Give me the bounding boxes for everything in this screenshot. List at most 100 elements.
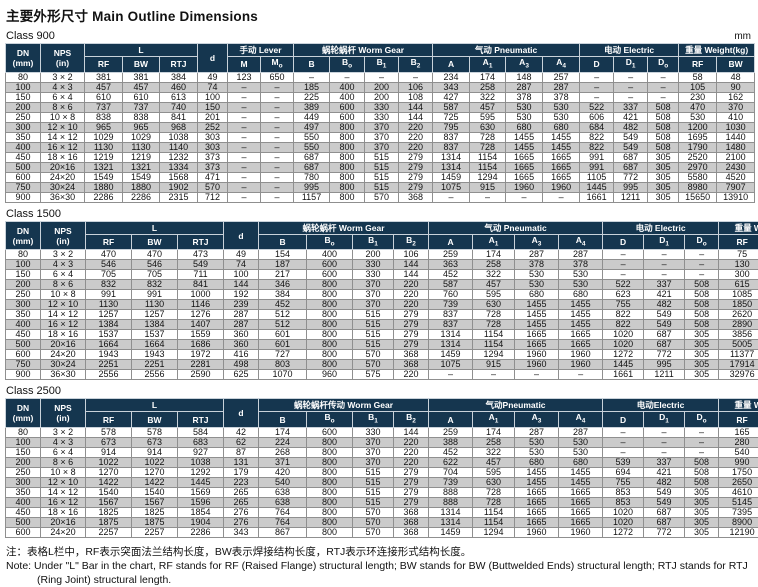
table-cell: 673	[86, 438, 132, 448]
table-cell: 549	[644, 320, 685, 330]
table-cell: 2650	[719, 478, 758, 488]
table-cell: 421	[644, 290, 685, 300]
table-cell: –	[648, 92, 679, 102]
table-cell: 305	[648, 182, 679, 192]
table-cell: 450	[6, 508, 41, 518]
table-cell: 725	[433, 112, 470, 122]
table-cell: 80	[6, 250, 41, 260]
table-cell: 680	[559, 458, 603, 468]
table-cell: 1407	[178, 320, 224, 330]
table-cell: 1567	[86, 498, 132, 508]
table-cell: 80	[6, 428, 41, 438]
table-cell: 100	[6, 260, 41, 270]
table-cell: 12 × 10	[41, 122, 85, 132]
table-cell: 800	[307, 458, 353, 468]
table-cell: 220	[399, 132, 433, 142]
table-cell: 360	[224, 340, 259, 350]
table-cell: 370	[717, 102, 755, 112]
table-cell: 287	[559, 428, 603, 438]
table-cell: 1455	[515, 478, 559, 488]
table-cell: 1314	[429, 508, 473, 518]
table-cell: 800	[330, 162, 365, 172]
table-cell: 728	[470, 132, 506, 142]
column-header: 电动 Electric	[603, 221, 719, 234]
table-cell: 1825	[86, 508, 132, 518]
table-cell: 600	[6, 528, 41, 538]
footnote-chinese: 注：表格L栏中，RF表示突面法兰结构长度，BW表示焊接结构长度，RTJ表示环连接…	[6, 545, 753, 559]
table-cell: 144	[394, 270, 429, 280]
table-cell: –	[330, 72, 365, 82]
table-cell: 1960	[515, 528, 559, 538]
table-cell: –	[685, 250, 719, 260]
table-cell: 10 × 8	[41, 112, 85, 122]
table-cell: 1455	[506, 142, 543, 152]
table-cell: 279	[394, 340, 429, 350]
table-cell: 1665	[506, 152, 543, 162]
table-cell: 1665	[559, 330, 603, 340]
table-cell: 1665	[515, 340, 559, 350]
table-cell: 728	[473, 310, 515, 320]
table-cell: 457	[123, 82, 160, 92]
table-cell: 13910	[717, 192, 755, 202]
table-cell: 457	[470, 102, 506, 112]
table-cell: 265	[224, 498, 259, 508]
table-cell: 217	[259, 270, 307, 280]
table-cell: 549	[178, 260, 224, 270]
table-cell: 1854	[178, 508, 224, 518]
column-header: 气动 Pneumatic	[429, 221, 603, 234]
table-cell: 346	[259, 280, 307, 290]
table-cell: 600	[307, 428, 353, 438]
table-cell: 378	[515, 260, 559, 270]
table-cell: 1665	[543, 152, 580, 162]
table-cell: 457	[473, 280, 515, 290]
table-cell: 49	[198, 72, 228, 82]
table-cell: 337	[614, 102, 648, 112]
table-cell: 16 × 12	[41, 142, 85, 152]
table-cell: 578	[86, 428, 132, 438]
table-cell: 2286	[123, 192, 160, 202]
table-cell: 1384	[132, 320, 178, 330]
table-cell: 610	[123, 92, 160, 102]
column-header: 重量 Weight(kg)	[719, 399, 758, 412]
table-cell: 287	[559, 250, 603, 260]
table-cell: 305	[685, 508, 719, 518]
column-subheader: B	[294, 57, 330, 73]
table-cell: 1567	[132, 498, 178, 508]
table-cell: 2890	[719, 320, 758, 330]
table-cell: –	[399, 72, 433, 82]
table-cell: 279	[399, 172, 433, 182]
table-cell: 258	[473, 260, 515, 270]
table-cell: 14 × 12	[41, 132, 85, 142]
table-cell: 687	[294, 152, 330, 162]
table-cell: 1480	[717, 142, 755, 152]
table-cell: 1146	[178, 300, 224, 310]
table-cell: 106	[394, 250, 429, 260]
table-cell: 2520	[679, 152, 717, 162]
table-cell: 49	[224, 250, 259, 260]
table-cell: 515	[353, 310, 394, 320]
table-cell: 1665	[543, 162, 580, 172]
class-2500-label: Class 2500	[6, 385, 61, 397]
table-cell: 75	[719, 250, 758, 260]
table-cell: 2281	[178, 360, 224, 370]
table-cell: 1455	[559, 478, 603, 488]
table-cell: 2257	[132, 528, 178, 538]
table-cell: 1140	[160, 142, 198, 152]
column-subheader: B1	[353, 234, 394, 250]
column-subheader: RF	[679, 57, 717, 73]
table-cell: 1445	[580, 182, 614, 192]
table-cell: 287	[224, 320, 259, 330]
table-cell: 1314	[433, 152, 470, 162]
table-cell: 2590	[178, 370, 224, 380]
table-cell: 150	[198, 102, 228, 112]
table-cell: 460	[160, 82, 198, 92]
table-cell: 991	[580, 162, 614, 172]
